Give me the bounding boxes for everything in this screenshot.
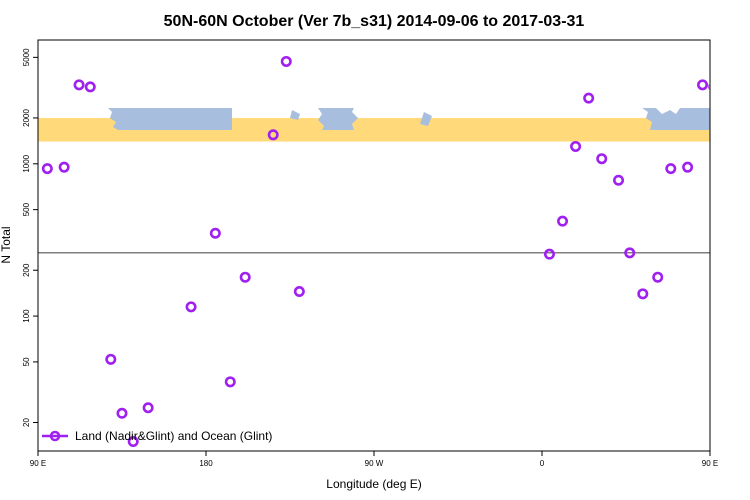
data-point [596,153,608,165]
y-tick-label: 1000 [22,154,31,172]
map-ocean-north-atlantic [318,108,358,130]
y-tick-label: 50 [22,357,31,366]
data-point [624,247,636,259]
data-point [583,92,595,104]
data-point [280,55,292,67]
data-point [58,161,70,173]
y-tick-label: 200 [22,263,31,277]
x-tick-label: 90 W [365,459,384,468]
legend-label: Land (Nadir&Glint) and Ocean (Glint) [75,429,272,443]
x-tick-label: 180 [199,459,213,468]
y-tick-label: 500 [22,202,31,216]
data-point [557,215,569,227]
x-tick-label: 90 E [702,459,718,468]
data-point [224,376,236,388]
data-point [185,301,197,313]
y-tick-label: 20 [22,418,31,427]
map-ocean-pacific [108,108,232,130]
x-axis: 90 E 180 90 W 0 90 E [30,451,718,468]
map-ocean-north-sea [420,112,432,126]
chart-title: 50N-60N October (Ver 7b_s31) 2014-09-06 … [164,13,585,30]
x-axis-label: Longitude (deg E) [326,477,421,491]
legend: Land (Nadir&Glint) and Ocean (Glint) [42,429,272,443]
data-point [209,227,221,239]
x-tick-label: 0 [540,459,545,468]
x-tick-label: 90 E [30,459,46,468]
data-point [637,288,649,300]
data-points [41,55,749,448]
data-point [730,355,738,363]
y-axis-label: N Total [0,226,13,263]
data-point [613,174,625,186]
y-tick-label: 2000 [22,109,31,127]
data-point [267,129,279,141]
data-point [741,409,749,417]
map-ocean-okhotsk [642,108,710,130]
data-point [652,271,664,283]
plot-frame [37,39,711,452]
data-point [543,248,555,260]
data-point [293,285,305,297]
y-tick-label: 100 [22,309,31,323]
data-point [697,79,709,91]
y-axis: 20 50 100 200 500 1000 2000 5000 [22,48,38,427]
data-point [73,79,85,91]
data-point [116,407,128,419]
data-point [708,82,710,91]
legend-marker [49,430,61,442]
data-point [239,271,251,283]
data-point [41,163,53,175]
data-point [570,140,582,152]
data-point [84,81,96,93]
map-ocean-hudson [290,110,300,120]
data-point [127,436,139,448]
map-ocean-bering-strait [134,112,148,124]
data-point [142,402,154,414]
data-point [665,163,677,175]
data-point [682,161,694,173]
map-band [38,108,710,142]
y-tick-label: 5000 [22,48,31,66]
data-point [105,353,117,365]
